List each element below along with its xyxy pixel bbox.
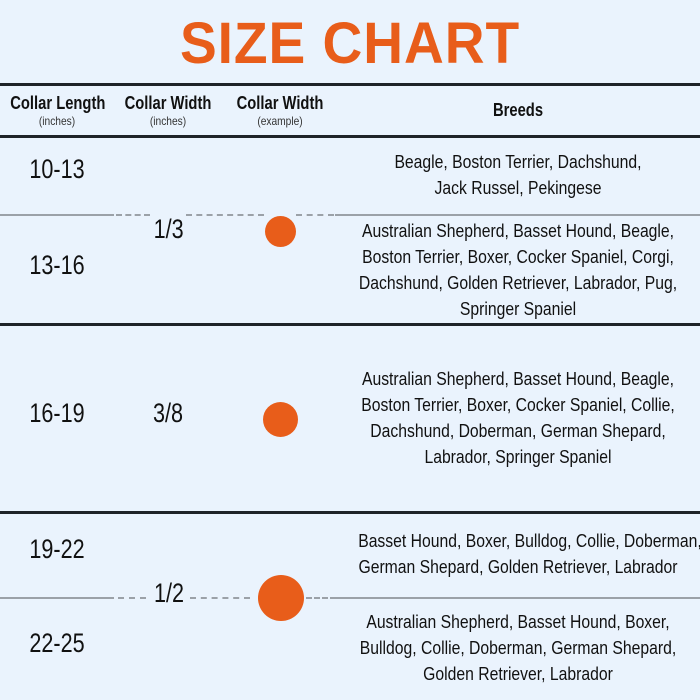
breeds-line: Springer Spaniel	[459, 298, 577, 319]
row-divider-dashed	[296, 214, 334, 216]
row-divider	[0, 597, 114, 599]
breeds-line: Australian Shepherd, Basset Hound, Beagl…	[361, 220, 675, 241]
collar-length: 19-22	[29, 534, 85, 564]
row-divider	[335, 214, 700, 216]
breeds-line: Jack Russel, Pekingese	[434, 177, 602, 198]
collar-length: 22-25	[29, 628, 85, 658]
header-top-rule	[0, 83, 700, 86]
row-divider-dashed	[118, 597, 146, 599]
width-example-dot	[263, 402, 298, 437]
breeds-line: Dachshund, Doberman, German Shepard,	[370, 420, 666, 441]
breeds-list: Beagle, Boston Terrier, Dachshund, Jack …	[358, 149, 678, 201]
breeds-line: Labrador, Springer Spaniel	[424, 446, 612, 467]
breeds-line: German Shepard, Golden Retriever, Labrad…	[358, 556, 678, 577]
page-title: SIZE CHART	[179, 11, 521, 76]
width-example-dot	[258, 575, 304, 621]
row-divider	[0, 214, 114, 216]
breeds-line: Golden Retriever, Labrador	[423, 663, 613, 684]
header-breeds: Breeds	[492, 100, 544, 120]
breeds-line: Boston Terrier, Boxer, Cocker Spaniel, C…	[362, 246, 674, 267]
width-example-dot	[265, 216, 296, 247]
breeds-list: Australian Shepherd, Basset Hound, Beagl…	[358, 218, 678, 322]
breeds-line: Beagle, Boston Terrier, Dachshund,	[394, 151, 642, 172]
collar-width: 1/3	[153, 214, 184, 245]
breeds-list: Basset Hound, Boxer, Bulldog, Collie, Do…	[358, 528, 700, 580]
header-collar-length: Collar Length	[10, 93, 106, 113]
row-divider-dashed	[116, 214, 150, 216]
row-divider-dashed	[306, 597, 336, 599]
row-divider-dashed	[186, 214, 264, 216]
header-collar-length-unit: (inches)	[38, 114, 76, 128]
breeds-line: Boston Terrier, Boxer, Cocker Spaniel, C…	[361, 394, 675, 415]
breeds-line: Basset Hound, Boxer, Bulldog, Collie, Do…	[358, 530, 700, 551]
header-bottom-rule	[0, 135, 700, 138]
row-divider	[335, 597, 700, 599]
collar-length: 13-16	[29, 250, 85, 280]
breeds-line: Australian Shepherd, Basset Hound, Boxer…	[366, 611, 670, 632]
group-divider	[0, 511, 700, 514]
header-collar-width-unit: (inches)	[149, 114, 187, 128]
breeds-line: Australian Shepherd, Basset Hound, Beagl…	[361, 368, 675, 389]
header-collar-example-unit: (example)	[257, 114, 303, 128]
breeds-line: Dachshund, Golden Retriever, Labrador, P…	[358, 272, 678, 293]
collar-width: 1/2	[153, 578, 185, 609]
collar-length: 16-19	[29, 398, 85, 428]
breeds-list: Australian Shepherd, Basset Hound, Boxer…	[358, 609, 678, 687]
header-collar-example: Collar Width	[236, 93, 324, 113]
breeds-line: Bulldog, Collie, Doberman, German Shepar…	[359, 637, 677, 658]
row-divider-dashed	[190, 597, 250, 599]
collar-length: 10-13	[29, 154, 85, 184]
header-collar-width: Collar Width	[124, 93, 212, 113]
collar-width: 3/8	[152, 398, 184, 428]
breeds-list: Australian Shepherd, Basset Hound, Beagl…	[358, 366, 678, 470]
group-divider	[0, 323, 700, 326]
